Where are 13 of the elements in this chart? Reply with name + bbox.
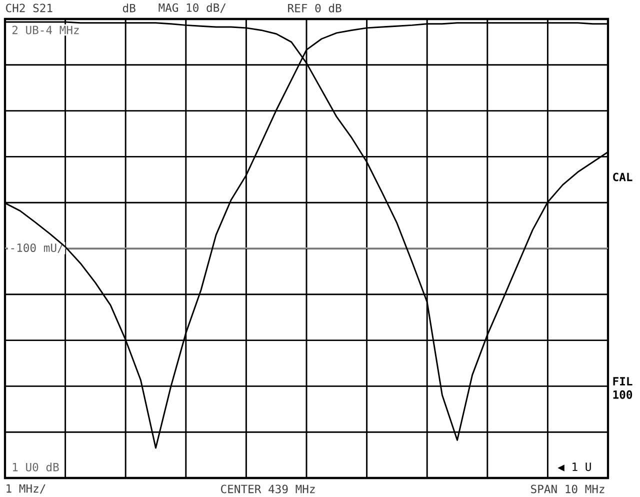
ref-line-label: -100 mU/ bbox=[11, 243, 64, 253]
annotation: 1 U0 dB bbox=[12, 462, 59, 472]
text: dB bbox=[122, 4, 136, 12]
text: FIL 100 bbox=[613, 377, 632, 399]
text: SPAN 10 MHz bbox=[531, 484, 604, 494]
annotation: 2 UB-4 MHz bbox=[12, 26, 79, 34]
annotation: ◀ 1 U bbox=[558, 462, 591, 472]
text: 1 MHz/ bbox=[6, 484, 46, 494]
text: MAG 10 dB/ bbox=[158, 3, 226, 13]
text: CENTER 439 MHz bbox=[221, 484, 315, 494]
text: CAL bbox=[613, 172, 632, 182]
text: CH2 S21 bbox=[6, 4, 52, 12]
text: REF 0 dB bbox=[288, 4, 342, 12]
